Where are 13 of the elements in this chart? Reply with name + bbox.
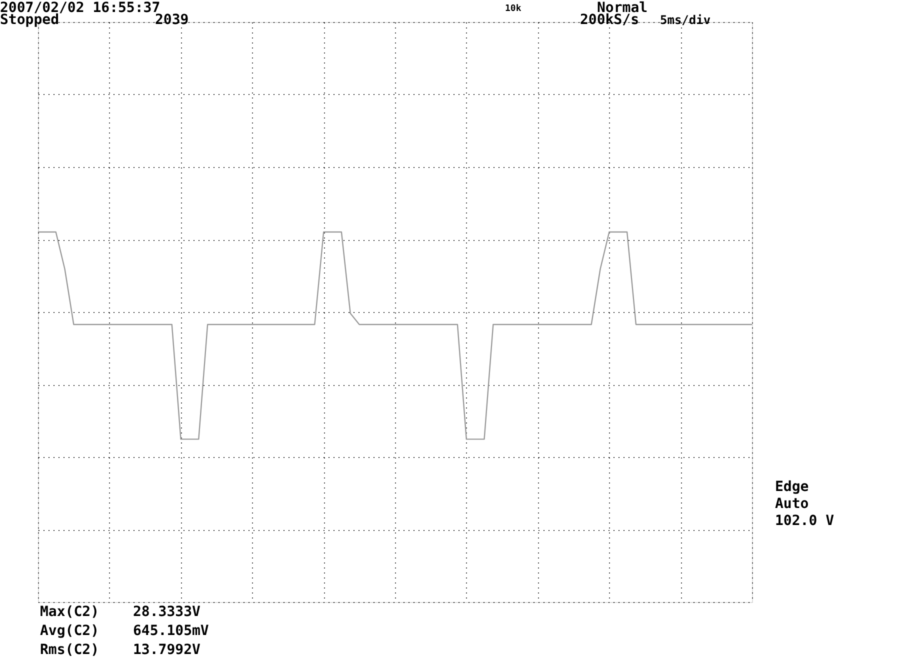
text: 28.3333V [133, 604, 201, 620]
text: 102.0 V [775, 513, 835, 529]
text: Rms(C2) [40, 642, 100, 658]
text: 10k [505, 4, 522, 14]
text: Avg(C2) [40, 623, 100, 639]
text: 645.105mV [133, 623, 210, 639]
text: Stopped [0, 12, 60, 28]
text: 5ms/div [660, 13, 711, 27]
text: Auto [775, 496, 809, 512]
text: Edge [775, 479, 809, 495]
text: 2039 [155, 12, 189, 28]
text: Max(C2) [40, 604, 100, 620]
text: 13.7992V [133, 642, 201, 658]
